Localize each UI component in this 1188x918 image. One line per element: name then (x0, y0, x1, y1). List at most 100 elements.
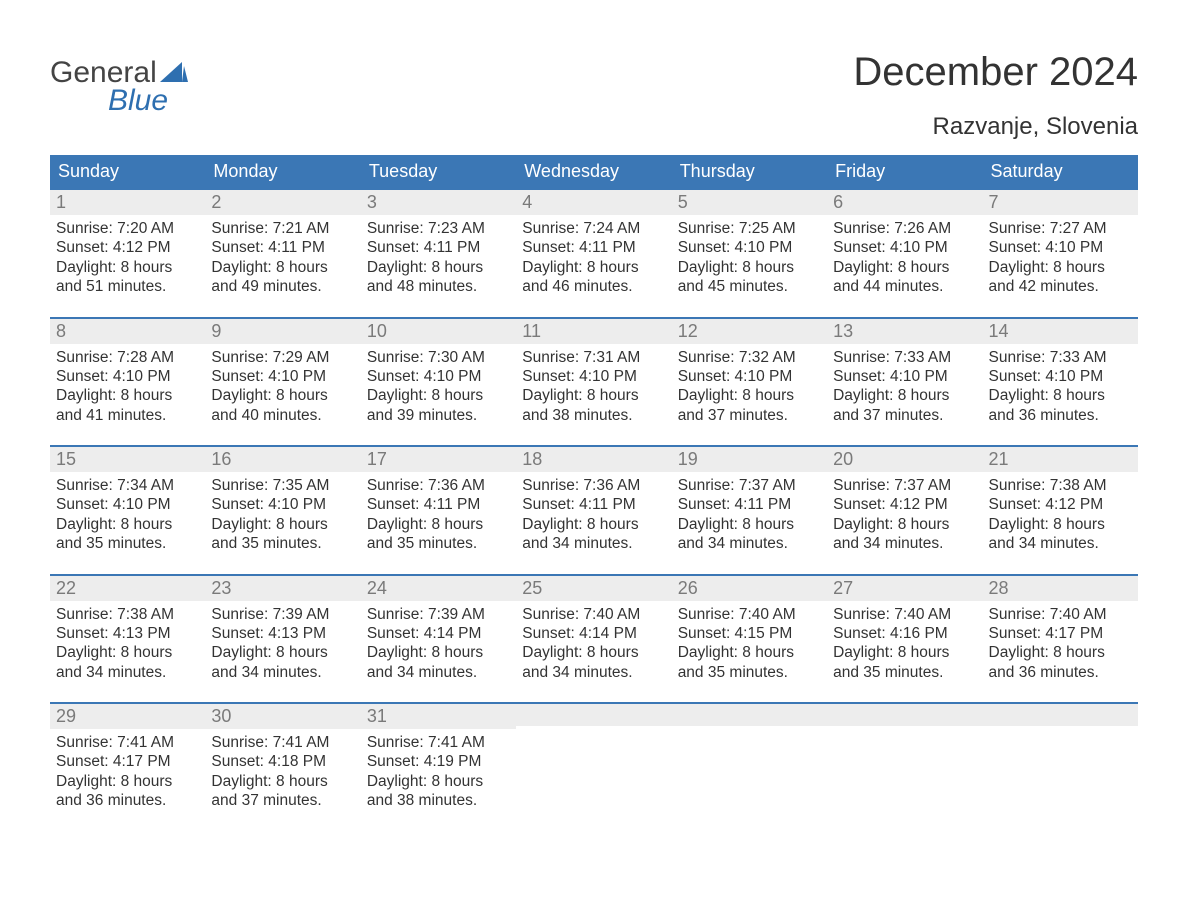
sunset-line: Sunset: 4:10 PM (56, 495, 199, 514)
calendar-cell: 26Sunrise: 7:40 AMSunset: 4:15 PMDayligh… (672, 576, 827, 689)
daynum-row: 8 (50, 319, 205, 344)
calendar-cell: 10Sunrise: 7:30 AMSunset: 4:10 PMDayligh… (361, 319, 516, 432)
day-number: 8 (56, 321, 66, 341)
day-details: Sunrise: 7:37 AMSunset: 4:11 PMDaylight:… (672, 472, 827, 560)
daylight-line-1: Daylight: 8 hours (211, 386, 354, 405)
calendar-cell: 9Sunrise: 7:29 AMSunset: 4:10 PMDaylight… (205, 319, 360, 432)
daylight-line-2: and 38 minutes. (367, 791, 510, 810)
sunrise-line: Sunrise: 7:41 AM (56, 733, 199, 752)
daylight-line-2: and 40 minutes. (211, 406, 354, 425)
day-details: Sunrise: 7:34 AMSunset: 4:10 PMDaylight:… (50, 472, 205, 560)
calendar-cell: 3Sunrise: 7:23 AMSunset: 4:11 PMDaylight… (361, 190, 516, 303)
day-number: 13 (833, 321, 853, 341)
sunrise-line: Sunrise: 7:39 AM (211, 605, 354, 624)
daynum-row: 21 (983, 447, 1138, 472)
daylight-line-2: and 45 minutes. (678, 277, 821, 296)
daylight-line-2: and 34 minutes. (522, 663, 665, 682)
day-number: 6 (833, 192, 843, 212)
daylight-line-1: Daylight: 8 hours (522, 258, 665, 277)
sunset-line: Sunset: 4:12 PM (989, 495, 1132, 514)
daylight-line-2: and 44 minutes. (833, 277, 976, 296)
calendar-cell: 19Sunrise: 7:37 AMSunset: 4:11 PMDayligh… (672, 447, 827, 560)
daynum-row: 12 (672, 319, 827, 344)
sunrise-line: Sunrise: 7:38 AM (989, 476, 1132, 495)
day-details: Sunrise: 7:38 AMSunset: 4:13 PMDaylight:… (50, 601, 205, 689)
sunrise-line: Sunrise: 7:29 AM (211, 348, 354, 367)
sunrise-line: Sunrise: 7:33 AM (833, 348, 976, 367)
daynum-row: 10 (361, 319, 516, 344)
sunset-line: Sunset: 4:10 PM (367, 367, 510, 386)
day-details: Sunrise: 7:41 AMSunset: 4:17 PMDaylight:… (50, 729, 205, 817)
sunset-line: Sunset: 4:11 PM (678, 495, 821, 514)
day-number: 25 (522, 578, 542, 598)
sunrise-line: Sunrise: 7:40 AM (833, 605, 976, 624)
day-details: Sunrise: 7:36 AMSunset: 4:11 PMDaylight:… (516, 472, 671, 560)
calendar-cell: 7Sunrise: 7:27 AMSunset: 4:10 PMDaylight… (983, 190, 1138, 303)
daylight-line-1: Daylight: 8 hours (833, 643, 976, 662)
daylight-line-2: and 34 minutes. (989, 534, 1132, 553)
sunrise-line: Sunrise: 7:41 AM (367, 733, 510, 752)
calendar-week: 1Sunrise: 7:20 AMSunset: 4:12 PMDaylight… (50, 188, 1138, 303)
day-details: Sunrise: 7:37 AMSunset: 4:12 PMDaylight:… (827, 472, 982, 560)
day-number: 14 (989, 321, 1009, 341)
daylight-line-1: Daylight: 8 hours (678, 515, 821, 534)
daylight-line-2: and 38 minutes. (522, 406, 665, 425)
calendar-cell: 24Sunrise: 7:39 AMSunset: 4:14 PMDayligh… (361, 576, 516, 689)
calendar-cell: 30Sunrise: 7:41 AMSunset: 4:18 PMDayligh… (205, 704, 360, 817)
calendar-cell: 15Sunrise: 7:34 AMSunset: 4:10 PMDayligh… (50, 447, 205, 560)
dayname-tue: Tuesday (361, 155, 516, 188)
sunrise-line: Sunrise: 7:38 AM (56, 605, 199, 624)
day-details: Sunrise: 7:40 AMSunset: 4:15 PMDaylight:… (672, 601, 827, 689)
daynum-row: 30 (205, 704, 360, 729)
day-number: 10 (367, 321, 387, 341)
sunrise-line: Sunrise: 7:27 AM (989, 219, 1132, 238)
day-number: 18 (522, 449, 542, 469)
daynum-row: 3 (361, 190, 516, 215)
sunrise-line: Sunrise: 7:23 AM (367, 219, 510, 238)
calendar-cell: 23Sunrise: 7:39 AMSunset: 4:13 PMDayligh… (205, 576, 360, 689)
day-details: Sunrise: 7:41 AMSunset: 4:19 PMDaylight:… (361, 729, 516, 817)
day-details: Sunrise: 7:26 AMSunset: 4:10 PMDaylight:… (827, 215, 982, 303)
sunrise-line: Sunrise: 7:37 AM (833, 476, 976, 495)
sunrise-line: Sunrise: 7:40 AM (989, 605, 1132, 624)
daylight-line-1: Daylight: 8 hours (522, 643, 665, 662)
day-number: 28 (989, 578, 1009, 598)
dayname-fri: Friday (827, 155, 982, 188)
sunset-line: Sunset: 4:10 PM (56, 367, 199, 386)
dayname-mon: Monday (205, 155, 360, 188)
daylight-line-2: and 34 minutes. (56, 663, 199, 682)
calendar-week: 22Sunrise: 7:38 AMSunset: 4:13 PMDayligh… (50, 574, 1138, 689)
day-number: 2 (211, 192, 221, 212)
sunrise-line: Sunrise: 7:21 AM (211, 219, 354, 238)
daylight-line-1: Daylight: 8 hours (367, 386, 510, 405)
day-number: 16 (211, 449, 231, 469)
brand-word2: Blue (108, 86, 188, 116)
day-number: 3 (367, 192, 377, 212)
page-title: December 2024 (853, 50, 1138, 95)
sunrise-line: Sunrise: 7:41 AM (211, 733, 354, 752)
calendar: Sunday Monday Tuesday Wednesday Thursday… (50, 155, 1138, 817)
sunset-line: Sunset: 4:17 PM (56, 752, 199, 771)
calendar-cell: 20Sunrise: 7:37 AMSunset: 4:12 PMDayligh… (827, 447, 982, 560)
sunset-line: Sunset: 4:12 PM (56, 238, 199, 257)
daylight-line-1: Daylight: 8 hours (522, 386, 665, 405)
daynum-row: 4 (516, 190, 671, 215)
daylight-line-1: Daylight: 8 hours (678, 643, 821, 662)
day-details: Sunrise: 7:21 AMSunset: 4:11 PMDaylight:… (205, 215, 360, 303)
sunrise-line: Sunrise: 7:20 AM (56, 219, 199, 238)
sunrise-line: Sunrise: 7:33 AM (989, 348, 1132, 367)
day-details: Sunrise: 7:39 AMSunset: 4:14 PMDaylight:… (361, 601, 516, 689)
sunrise-line: Sunrise: 7:26 AM (833, 219, 976, 238)
day-number: 4 (522, 192, 532, 212)
daylight-line-2: and 34 minutes. (678, 534, 821, 553)
daynum-row-empty (516, 704, 671, 726)
header: General Blue December 2024 Razvanje, Slo… (50, 50, 1138, 141)
dayname-thu: Thursday (672, 155, 827, 188)
sunset-line: Sunset: 4:18 PM (211, 752, 354, 771)
daylight-line-1: Daylight: 8 hours (989, 258, 1132, 277)
sunrise-line: Sunrise: 7:39 AM (367, 605, 510, 624)
day-number: 17 (367, 449, 387, 469)
day-details: Sunrise: 7:38 AMSunset: 4:12 PMDaylight:… (983, 472, 1138, 560)
sunset-line: Sunset: 4:10 PM (833, 367, 976, 386)
daylight-line-2: and 37 minutes. (678, 406, 821, 425)
